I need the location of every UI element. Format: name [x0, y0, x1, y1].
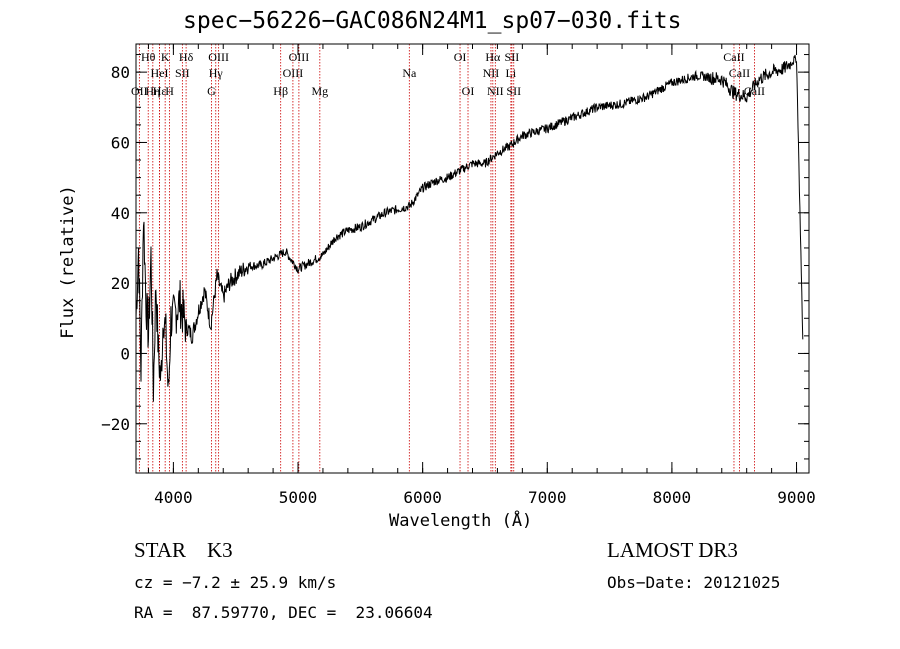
- x-tick-label: 5000: [279, 488, 318, 507]
- spectral-line-label: HeI: [151, 66, 169, 80]
- spectral-line-label: Hθ: [141, 50, 156, 64]
- spectral-line-label: H: [165, 84, 174, 98]
- spectral-line-label: K: [161, 50, 170, 64]
- y-tick-label: 40: [111, 204, 130, 223]
- spectral-line-label: OI: [454, 50, 467, 64]
- spectral-line-label: Hα: [485, 50, 501, 64]
- x-tick-label: 6000: [403, 488, 442, 507]
- spectral-line-label: Hε: [153, 84, 167, 98]
- spectral-line-label: Li: [506, 66, 517, 80]
- coordinates-readout: RA = 87.59770, DEC = 23.06604: [134, 603, 433, 622]
- x-axis-label: Wavelength (Å): [389, 511, 533, 531]
- spectral-line-label: SII: [505, 50, 520, 64]
- spectral-line-label: G: [207, 84, 216, 98]
- spectral-line-label: Hη: [145, 84, 160, 98]
- spectral-line-label: Hγ: [209, 66, 224, 80]
- axis-ticks: [136, 44, 809, 473]
- spectral-line-label: OII: [131, 84, 148, 98]
- spectral-line-label: Hδ: [179, 50, 194, 64]
- spectral-line-label: CaII: [723, 50, 744, 64]
- y-tick-label: −20: [101, 415, 130, 434]
- spectral-line-label: SII: [175, 66, 190, 80]
- spectral-line-label: NII: [487, 84, 504, 98]
- x-tick-label: 8000: [653, 488, 692, 507]
- chart-title: spec−56226−GAC086N24M1_sp07−030.fits: [183, 8, 682, 34]
- axis-tick-labels: 4000 5000 6000 7000 8000 9000 −20 0 20 40 60 80: [101, 63, 816, 507]
- spectral-line-label: OIII: [208, 50, 229, 64]
- spectral-line-label: CaII: [729, 66, 750, 80]
- spectral-line-label: Hβ: [273, 84, 288, 98]
- spectrum-line: [135, 54, 804, 402]
- y-tick-label: 20: [111, 274, 130, 293]
- spectral-line-label: Na: [402, 66, 417, 80]
- spectral-line-label: OI: [462, 84, 475, 98]
- spectral-line-label: SII: [506, 84, 521, 98]
- spectral-line-label: OIII: [283, 66, 304, 80]
- y-tick-label: 0: [120, 344, 130, 363]
- survey-name: LAMOST DR3: [607, 538, 738, 562]
- y-tick-label: 60: [111, 133, 130, 152]
- plot-frame: [135, 43, 810, 474]
- spectral-line-label: OIII: [289, 50, 310, 64]
- object-class: STAR K3: [134, 538, 233, 562]
- x-tick-label: 4000: [154, 488, 193, 507]
- x-tick-label: 7000: [528, 488, 567, 507]
- spectral-line-label: Mg: [311, 84, 328, 98]
- spectral-line-label: NII: [483, 66, 500, 80]
- y-tick-label: 80: [111, 63, 130, 82]
- redshift-readout: cz = −7.2 ± 25.9 km/s: [134, 573, 337, 592]
- y-axis-label: Flux (relative): [58, 185, 78, 339]
- observation-date: Obs−Date: 20121025: [607, 573, 781, 592]
- x-tick-label: 9000: [777, 488, 816, 507]
- spectral-line-markers: [138, 44, 755, 473]
